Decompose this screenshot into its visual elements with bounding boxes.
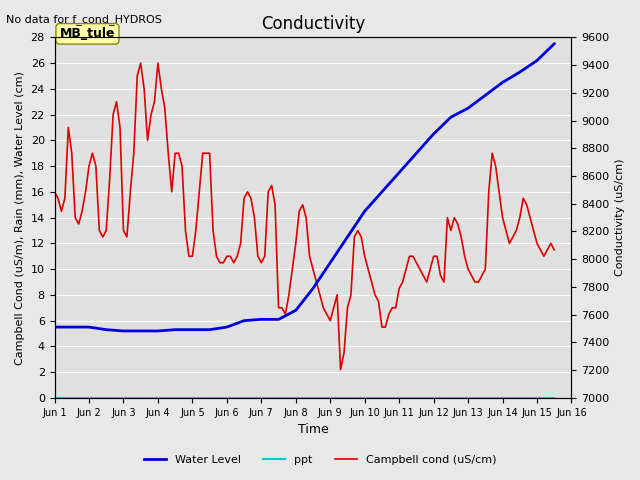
- X-axis label: Time: Time: [298, 423, 328, 436]
- Text: No data for f_cond_HYDROS: No data for f_cond_HYDROS: [6, 14, 163, 25]
- Title: Conductivity: Conductivity: [261, 15, 365, 33]
- Text: MB_tule: MB_tule: [60, 27, 115, 40]
- Y-axis label: Conductivity (uS/cm): Conductivity (uS/cm): [615, 159, 625, 276]
- Legend: Water Level, ppt, Campbell cond (uS/cm): Water Level, ppt, Campbell cond (uS/cm): [140, 451, 500, 469]
- Y-axis label: Campbell Cond (uS/m), Rain (mm), Water Level (cm): Campbell Cond (uS/m), Rain (mm), Water L…: [15, 71, 25, 365]
